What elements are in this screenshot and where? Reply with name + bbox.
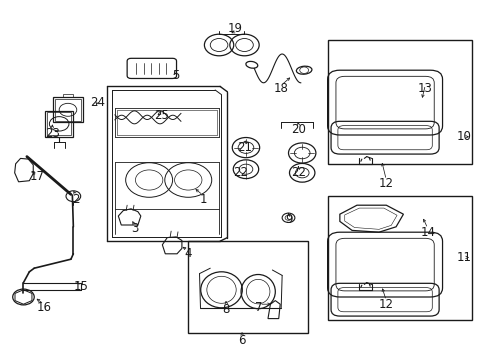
Bar [45,111,73,137]
Text: 14: 14 [420,226,434,239]
Text: 19: 19 [227,22,242,35]
Text: 12: 12 [378,298,393,311]
Text: 17: 17 [29,170,44,183]
Text: 8: 8 [222,303,230,316]
Bar [327,40,471,164]
Text: 10: 10 [456,130,471,143]
Text: 1: 1 [199,193,206,206]
Bar [62,94,73,97]
Text: 25: 25 [154,109,168,122]
Text: 22: 22 [290,166,305,179]
Text: 2: 2 [72,193,80,206]
Text: 16: 16 [37,301,51,314]
Bar [55,99,81,121]
Text: 18: 18 [273,82,288,95]
Bar [53,97,83,122]
Text: 24: 24 [90,96,105,109]
Text: 6: 6 [238,334,245,347]
Text: 22: 22 [233,166,247,179]
Text: 21: 21 [237,141,251,154]
Bar [327,196,471,320]
Bar [188,241,307,333]
Text: 11: 11 [456,251,471,264]
Text: 3: 3 [130,222,138,235]
Bar [47,112,71,135]
Text: 9: 9 [284,213,292,226]
Text: 5: 5 [172,69,180,82]
Text: 15: 15 [73,280,88,293]
Text: 23: 23 [45,127,60,140]
Text: 13: 13 [417,82,432,95]
Text: 12: 12 [378,177,393,190]
Text: 4: 4 [184,247,192,260]
Text: 7: 7 [255,301,263,314]
Text: 20: 20 [290,123,305,136]
